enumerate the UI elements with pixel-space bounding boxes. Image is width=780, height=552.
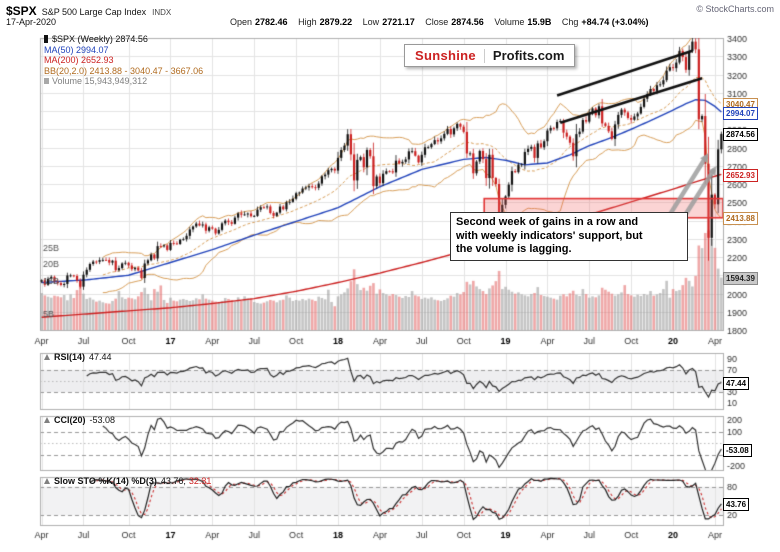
volume-value-tag: 1594.39 (723, 271, 758, 285)
ma200-value-tag: 2652.93 (723, 168, 758, 182)
legend-price: $SPX (Weekly) 2874.56 (44, 34, 203, 45)
symbol-ticker: $SPX (6, 4, 37, 18)
logo-sunshine-text: Sunshine (415, 48, 476, 63)
chart-legend: $SPX (Weekly) 2874.56 MA(50) 2994.07 MA(… (44, 34, 203, 87)
volume-bar-icon (44, 78, 49, 84)
cci-value: -53.08 (89, 415, 116, 425)
logo-profits-text: Profits.com (492, 48, 565, 63)
quote-high-value: 2879.22 (319, 17, 353, 27)
bb-lower-band-tag: 2413.88 (723, 212, 758, 226)
quote-chg-label: Chg (561, 17, 579, 27)
rsi-value: 47.44 (89, 352, 112, 362)
legend-volume-text: Volume 15,943,949,312 (52, 76, 148, 86)
quote-close-value: 2874.56 (451, 17, 484, 27)
legend-ma200: MA(200) 2652.93 (44, 55, 114, 65)
collapse-triangle-icon[interactable] (44, 478, 50, 484)
header-row-title: $SPX S&P 500 Large Cap Index INDX © StockC… (6, 2, 774, 18)
ma50-value-tag: 2994.07 (723, 106, 758, 120)
rsi-value-tag: 47.44 (723, 376, 750, 390)
main-price-chart-canvas (0, 30, 780, 350)
candlestick-icon (44, 35, 48, 43)
quote-close: Close 2874.56 (425, 17, 484, 27)
sto-k-value: 43.76, (160, 476, 186, 486)
index-name: S&P 500 Large Cap Index (41, 7, 147, 17)
ohlc-quote-row: Open 2782.46 High 2879.22 Low 2721.17 Close… (230, 17, 656, 27)
exchange-label: INDX (152, 8, 172, 17)
note-line-2: with weekly indicators' support, but (456, 229, 643, 242)
sunshine-profits-logo: Sunshine Profits.com (404, 44, 576, 67)
chart-date: 17-Apr-2020 (6, 17, 57, 27)
quote-high: High 2879.22 (298, 17, 352, 27)
note-line-1: Second week of gains in a row and (456, 216, 639, 228)
cci-panel-label: CCI(20) -53.08 (44, 415, 115, 425)
legend-volume: Volume 15,943,949,312 (44, 76, 203, 87)
rsi-panel-label: RSI(14) 47.44 (44, 352, 112, 362)
legend-price-text: $SPX (Weekly) 2874.56 (52, 34, 148, 44)
cci-value-tag: -53.08 (723, 443, 752, 457)
quote-volume-label: Volume (494, 17, 525, 27)
rsi-name: RSI(14) (54, 352, 86, 362)
stockcharts-copyright-link[interactable]: © StockCharts.com (696, 4, 774, 14)
collapse-triangle-icon[interactable] (44, 417, 50, 423)
quote-volume-value: 15.9B (527, 17, 552, 27)
quote-high-label: High (298, 17, 317, 27)
quote-open: Open 2782.46 (230, 17, 288, 27)
quote-close-label: Close (425, 17, 449, 27)
annotation-note-box: Second week of gains in a row and with w… (450, 212, 688, 261)
rsi-panel-canvas (0, 350, 780, 413)
sto-value-tag: 43.76 (723, 498, 750, 512)
logo-divider (483, 48, 485, 63)
cci-panel-canvas (0, 413, 780, 474)
stochastic-panel-canvas (0, 474, 780, 552)
sto-d-value: 32.31 (188, 476, 212, 486)
quote-low-label: Low (362, 17, 380, 27)
sto-name: Slow STO %K(14) %D(3) (54, 476, 157, 486)
quote-chg-value: +84.74 (+3.04%) (581, 17, 649, 27)
quote-open-value: 2782.46 (255, 17, 288, 27)
legend-bollinger: BB(20,2.0) 2413.88 - 3040.47 - 3667.06 (44, 65, 204, 76)
quote-low: Low 2721.17 (363, 17, 415, 27)
stochastic-panel-label: Slow STO %K(14) %D(3) 43.76, 32.31 (44, 476, 211, 486)
quote-volume: Volume 15.9B (494, 17, 551, 27)
legend-ma50: MA(50) 2994.07 (44, 44, 109, 55)
quote-open-label: Open (230, 17, 253, 27)
quote-chg: Chg +84.74 (+3.04%) (562, 17, 649, 27)
last-price-tag: 2874.56 (723, 128, 758, 142)
quote-low-value: 2721.17 (382, 17, 415, 27)
cci-name: CCI(20) (54, 415, 86, 425)
note-line-3: the volume is lagging. (456, 243, 572, 255)
collapse-triangle-icon[interactable] (44, 354, 50, 360)
